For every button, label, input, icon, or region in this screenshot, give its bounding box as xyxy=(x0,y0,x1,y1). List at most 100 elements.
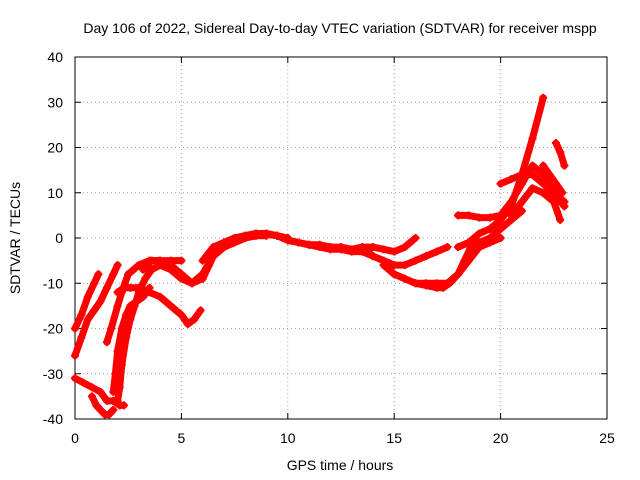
y-tick-label: 30 xyxy=(47,94,63,110)
data-point xyxy=(71,351,79,360)
data-point xyxy=(219,238,228,247)
data-point xyxy=(156,256,165,265)
data-point xyxy=(117,324,126,333)
data-point xyxy=(96,387,105,396)
data-point xyxy=(71,324,79,333)
data-point xyxy=(439,283,448,292)
data-point xyxy=(315,240,324,249)
data-point xyxy=(400,243,409,252)
data-point xyxy=(134,261,143,270)
data-point xyxy=(77,333,86,342)
data-point xyxy=(475,238,484,247)
data-point xyxy=(337,243,345,252)
data-point xyxy=(177,256,186,265)
data-point xyxy=(141,274,150,283)
series-track-s xyxy=(507,184,564,224)
data-point xyxy=(464,211,473,220)
data-point xyxy=(411,256,420,265)
data-point xyxy=(113,301,122,310)
data-point xyxy=(166,301,175,310)
data-point xyxy=(551,179,560,188)
x-tick-label: 0 xyxy=(71,430,79,446)
data-point xyxy=(113,288,122,297)
data-point xyxy=(117,360,126,369)
data-point xyxy=(560,197,569,206)
data-point xyxy=(134,288,143,297)
data-point xyxy=(105,410,114,419)
data-point xyxy=(551,138,560,147)
data-point xyxy=(113,396,122,405)
data-point xyxy=(71,374,79,383)
data-point xyxy=(166,261,175,270)
x-tick-label: 20 xyxy=(493,430,509,446)
data-point xyxy=(83,292,92,301)
data-point xyxy=(517,179,526,188)
data-point xyxy=(122,333,131,342)
data-point xyxy=(475,213,484,222)
data-point xyxy=(79,378,88,387)
data-point xyxy=(390,247,399,256)
data-point xyxy=(96,297,105,306)
y-tick-label: 40 xyxy=(47,49,63,65)
data-point xyxy=(558,188,567,197)
data-point xyxy=(507,197,516,206)
data-point xyxy=(188,279,197,288)
data-point xyxy=(528,170,537,179)
y-tick-label: -20 xyxy=(43,321,63,337)
chart-title: Day 106 of 2022, Sidereal Day-to-day VTE… xyxy=(83,20,596,36)
data-point xyxy=(147,256,156,265)
data-point xyxy=(198,256,207,265)
data-point xyxy=(326,243,335,252)
data-point xyxy=(485,213,494,222)
x-tick-label: 10 xyxy=(280,430,296,446)
data-point xyxy=(507,175,516,184)
data-point xyxy=(539,188,548,197)
data-point xyxy=(113,261,122,270)
data-point xyxy=(545,170,554,179)
data-point xyxy=(539,161,548,170)
data-point xyxy=(368,252,377,261)
grid xyxy=(75,57,607,419)
data-point xyxy=(411,234,420,242)
data-point xyxy=(90,279,99,288)
data-point xyxy=(496,179,505,188)
data-point xyxy=(400,274,409,283)
data-point xyxy=(454,211,463,220)
data-point xyxy=(445,279,454,288)
data-point xyxy=(368,243,377,252)
data-point xyxy=(432,247,441,256)
data-point xyxy=(528,161,537,170)
data-point xyxy=(454,270,463,279)
data-point xyxy=(556,215,565,224)
data-point xyxy=(119,401,128,410)
data-point xyxy=(485,224,494,233)
data-point xyxy=(96,405,105,414)
data-point xyxy=(556,148,565,157)
data-point xyxy=(347,245,356,254)
data-point xyxy=(251,229,260,238)
y-tick-label: -10 xyxy=(43,275,63,291)
data-point xyxy=(560,161,569,170)
data-point xyxy=(475,229,484,238)
x-tick-label: 5 xyxy=(178,430,186,446)
data-point xyxy=(209,243,218,252)
data-point xyxy=(390,261,399,270)
data-point xyxy=(422,281,431,290)
data-point xyxy=(156,292,165,301)
y-tick-label: 0 xyxy=(55,230,63,246)
data-point xyxy=(485,234,494,242)
data-point xyxy=(400,261,409,270)
data-point xyxy=(443,243,452,252)
data-point xyxy=(83,315,92,324)
data-point xyxy=(507,211,516,220)
data-point xyxy=(464,238,473,247)
data-point xyxy=(88,392,97,401)
data-point xyxy=(262,229,271,238)
data-point xyxy=(190,315,199,324)
data-point xyxy=(107,324,116,333)
data-point xyxy=(517,197,526,206)
x-tick-label: 25 xyxy=(599,430,615,446)
data-point xyxy=(517,170,526,179)
data-point xyxy=(454,243,463,252)
